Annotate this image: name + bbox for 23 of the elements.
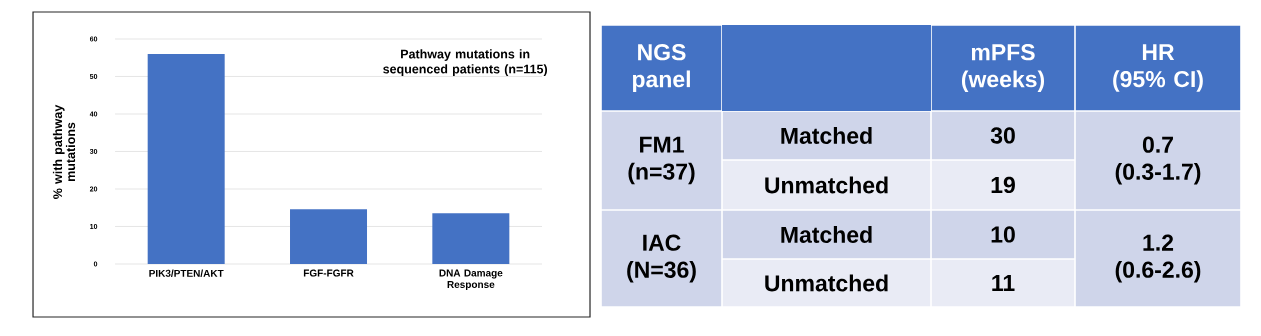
text: HR (95% CI) bbox=[1113, 44, 1203, 92]
text: Matched bbox=[781, 127, 872, 144]
text: Pathway mutations in sequenced patients (n=115) bbox=[383, 49, 548, 76]
text: mPFS (weeks) bbox=[961, 44, 1045, 92]
text: IAC (N=36) bbox=[627, 234, 696, 283]
text: 0.7 (0.3-1.7) bbox=[1115, 136, 1201, 185]
text: NGS panel bbox=[632, 44, 690, 92]
bar bbox=[290, 209, 368, 264]
text: 11 bbox=[992, 275, 1015, 291]
text: 10 bbox=[991, 226, 1015, 243]
text: Unmatched bbox=[765, 274, 888, 292]
x-tick-label: PIK3/PTEN/AKT bbox=[149, 269, 224, 277]
x-tick-label: FGF-FGFR bbox=[303, 269, 354, 277]
y-axis-title: % with pathway mutations bbox=[52, 104, 76, 199]
bar bbox=[432, 213, 510, 264]
text: Unmatched bbox=[765, 176, 888, 194]
bar bbox=[147, 53, 225, 264]
text: Matched bbox=[781, 226, 872, 243]
text: 30 bbox=[990, 127, 1015, 144]
x-tick-label: DNA Damage Response bbox=[439, 269, 503, 290]
text: FM1 (n=37) bbox=[628, 136, 695, 185]
text: 1.2 (0.6-2.6) bbox=[1115, 234, 1201, 283]
text: 19 bbox=[991, 176, 1015, 194]
